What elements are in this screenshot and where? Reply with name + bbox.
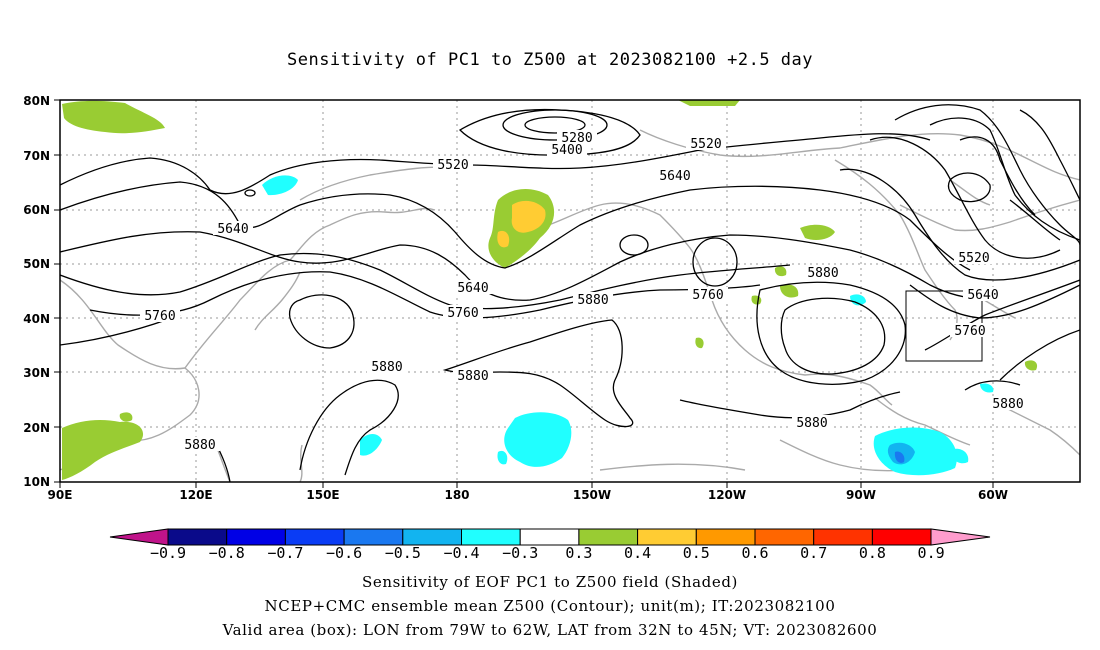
- colorbar-label: 0.4: [624, 544, 651, 562]
- colorbar-bin: [226, 528, 286, 546]
- lon-label: 150W: [573, 488, 611, 502]
- caption-valid-area: Valid area (box): LON from 79W to 62W, L…: [222, 621, 878, 639]
- contour-label: 5640: [217, 222, 248, 237]
- lon-label: 90W: [846, 488, 876, 502]
- colorbar-label: 0.8: [859, 544, 886, 562]
- lon-label: 90E: [48, 488, 73, 502]
- sensitivity-shading: [62, 100, 1038, 480]
- longitude-labels: 90E 120E 150E 180 150W 120W 90W 60W: [48, 488, 1008, 502]
- contour-label: 5520: [958, 251, 989, 266]
- chart-title: Sensitivity of PC1 to Z500 at 2023082100…: [286, 50, 813, 70]
- contour-label: 5880: [577, 293, 608, 308]
- contour-label: 5760: [692, 288, 723, 303]
- latitude-labels: 80N 70N 60N 50N 40N 30N 20N 10N: [23, 94, 50, 489]
- colorbar-bin: [637, 528, 697, 546]
- colorbar-label: 0.3: [565, 544, 592, 562]
- lat-label: 20N: [23, 421, 50, 435]
- contour-label: 5760: [447, 306, 478, 321]
- colorbar-label: 0.9: [918, 544, 945, 562]
- colorbar-label: −0.8: [209, 544, 245, 562]
- contour-label: 5640: [659, 169, 690, 184]
- colorbar-high-extension: [930, 528, 991, 546]
- colorbar-bin: [402, 528, 462, 546]
- colorbar-label: −0.4: [443, 544, 479, 562]
- contour-label: 5640: [967, 288, 998, 303]
- latitude-ticks: [54, 99, 994, 488]
- contour-label: 5400: [551, 143, 582, 158]
- colorbar-bin: [461, 528, 521, 546]
- contour-label: 5880: [796, 416, 827, 431]
- colorbar-bin: [871, 528, 932, 546]
- contour-label: 5880: [371, 360, 402, 375]
- lat-label: 10N: [23, 475, 50, 489]
- contour-label: 5520: [690, 137, 721, 152]
- colorbar-bin: [284, 528, 345, 546]
- colorbar-bin: [754, 528, 815, 546]
- contour-label: 5880: [457, 369, 488, 384]
- colorbar-label: −0.6: [326, 544, 362, 562]
- lon-label: 150E: [306, 488, 339, 502]
- lon-label: 180: [444, 488, 469, 502]
- map-border: [59, 99, 1081, 483]
- lon-label: 120W: [708, 488, 746, 502]
- lat-label: 80N: [23, 94, 50, 108]
- contour-label: 5880: [807, 266, 838, 281]
- lat-label: 70N: [23, 149, 50, 163]
- colorbar: −0.9 −0.8 −0.7 −0.6 −0.5 −0.4 −0.3 0.3 0.4 0.5 0.6…: [109, 528, 991, 562]
- contour-label: 5760: [144, 309, 175, 324]
- caption-shading: Sensitivity of EOF PC1 to Z500 field (Sh…: [361, 573, 739, 591]
- colorbar-label: −0.3: [502, 544, 538, 562]
- colorbar-bin: [343, 528, 404, 546]
- colorbar-bin: [167, 528, 228, 546]
- contour-label: 5760: [954, 324, 985, 339]
- colorbar-bin: [578, 528, 639, 546]
- colorbar-bin: [519, 528, 580, 546]
- colorbar-bin: [813, 528, 873, 546]
- contour-label: 5640: [457, 281, 488, 296]
- lat-label: 50N: [23, 257, 50, 271]
- colorbar-label: −0.5: [385, 544, 421, 562]
- lat-label: 60N: [23, 203, 50, 217]
- lat-label: 40N: [23, 312, 50, 326]
- colorbar-label: −0.9: [150, 544, 186, 562]
- colorbar-label: 0.6: [741, 544, 768, 562]
- lon-label: 60W: [978, 488, 1008, 502]
- colorbar-label: −0.7: [267, 544, 303, 562]
- colorbar-label: 0.5: [683, 544, 710, 562]
- contour-label: 5880: [184, 438, 215, 453]
- contour-label: 5880: [992, 397, 1023, 412]
- lat-label: 30N: [23, 366, 50, 380]
- colorbar-label: 0.7: [800, 544, 827, 562]
- coastlines: [60, 129, 1080, 482]
- lon-label: 120E: [179, 488, 212, 502]
- colorbar-low-extension: [109, 528, 169, 546]
- contour-labels: 5280 5400 5520 5520 5520 5640 5640 5640 …: [140, 130, 1028, 453]
- contour-label: 5520: [437, 158, 468, 173]
- colorbar-bin: [695, 528, 756, 546]
- caption-contour: NCEP+CMC ensemble mean Z500 (Contour); u…: [264, 597, 836, 615]
